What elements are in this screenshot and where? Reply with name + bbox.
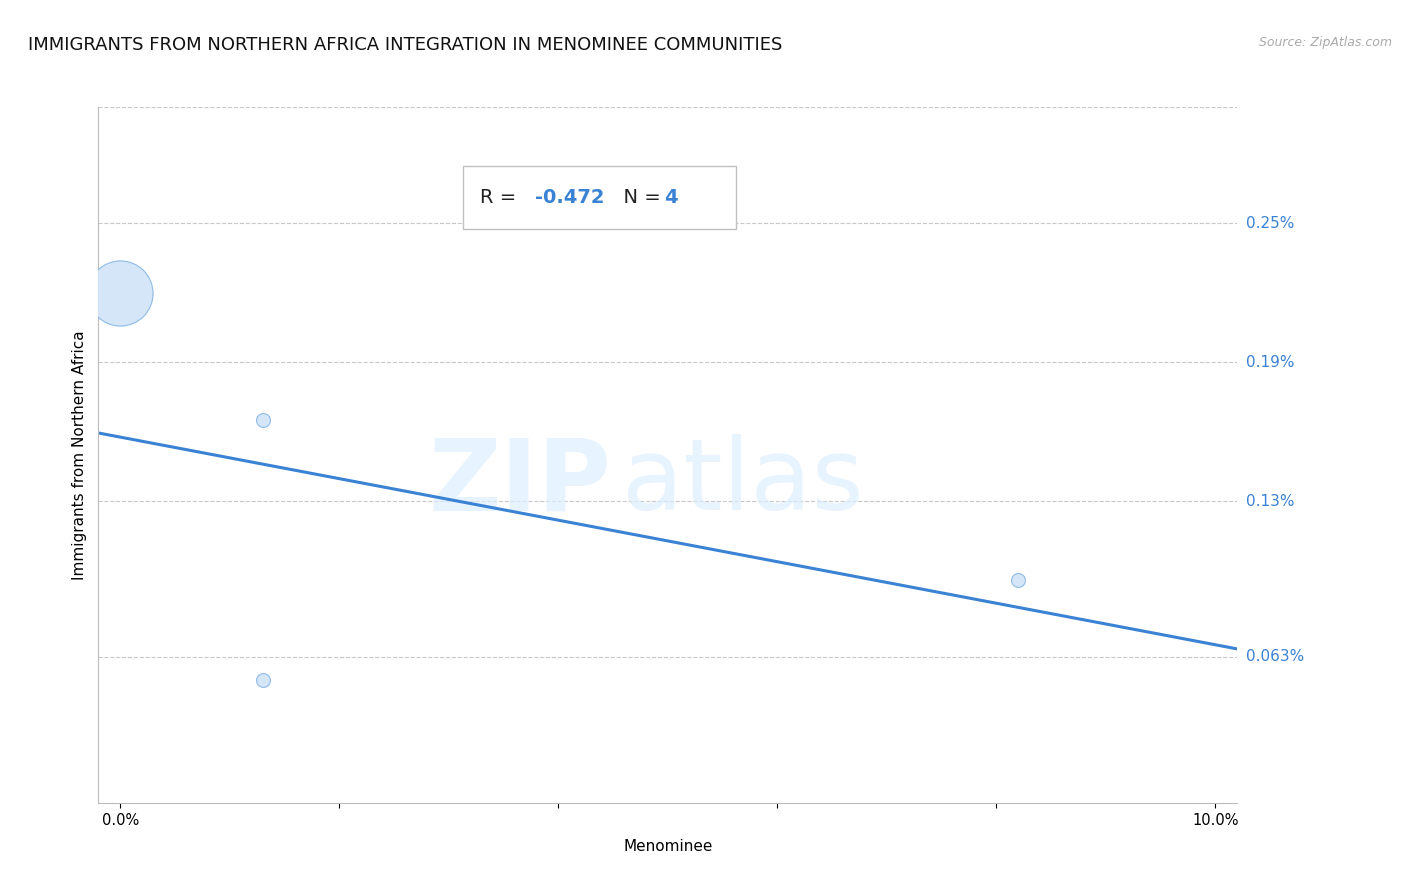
Text: 4: 4 (665, 188, 678, 207)
Point (1007, 573, 1029, 587)
Text: 0.13%: 0.13% (1246, 494, 1294, 508)
Text: 0.25%: 0.25% (1246, 216, 1294, 230)
FancyBboxPatch shape (463, 166, 737, 229)
Text: 0.19%: 0.19% (1246, 355, 1294, 369)
Text: ZIP: ZIP (427, 434, 612, 532)
Point (252, 673, 274, 687)
Text: R =: R = (479, 188, 523, 207)
X-axis label: Menominee: Menominee (623, 838, 713, 854)
Text: -0.472: -0.472 (534, 188, 605, 207)
Point (252, 413, 274, 427)
Y-axis label: Immigrants from Northern Africa: Immigrants from Northern Africa (72, 330, 87, 580)
Text: N =: N = (612, 188, 666, 207)
Text: atlas: atlas (623, 434, 863, 532)
Text: 0.063%: 0.063% (1246, 649, 1303, 665)
Point (110, 285, 132, 300)
Text: Source: ZipAtlas.com: Source: ZipAtlas.com (1258, 36, 1392, 49)
Text: IMMIGRANTS FROM NORTHERN AFRICA INTEGRATION IN MENOMINEE COMMUNITIES: IMMIGRANTS FROM NORTHERN AFRICA INTEGRAT… (28, 36, 783, 54)
